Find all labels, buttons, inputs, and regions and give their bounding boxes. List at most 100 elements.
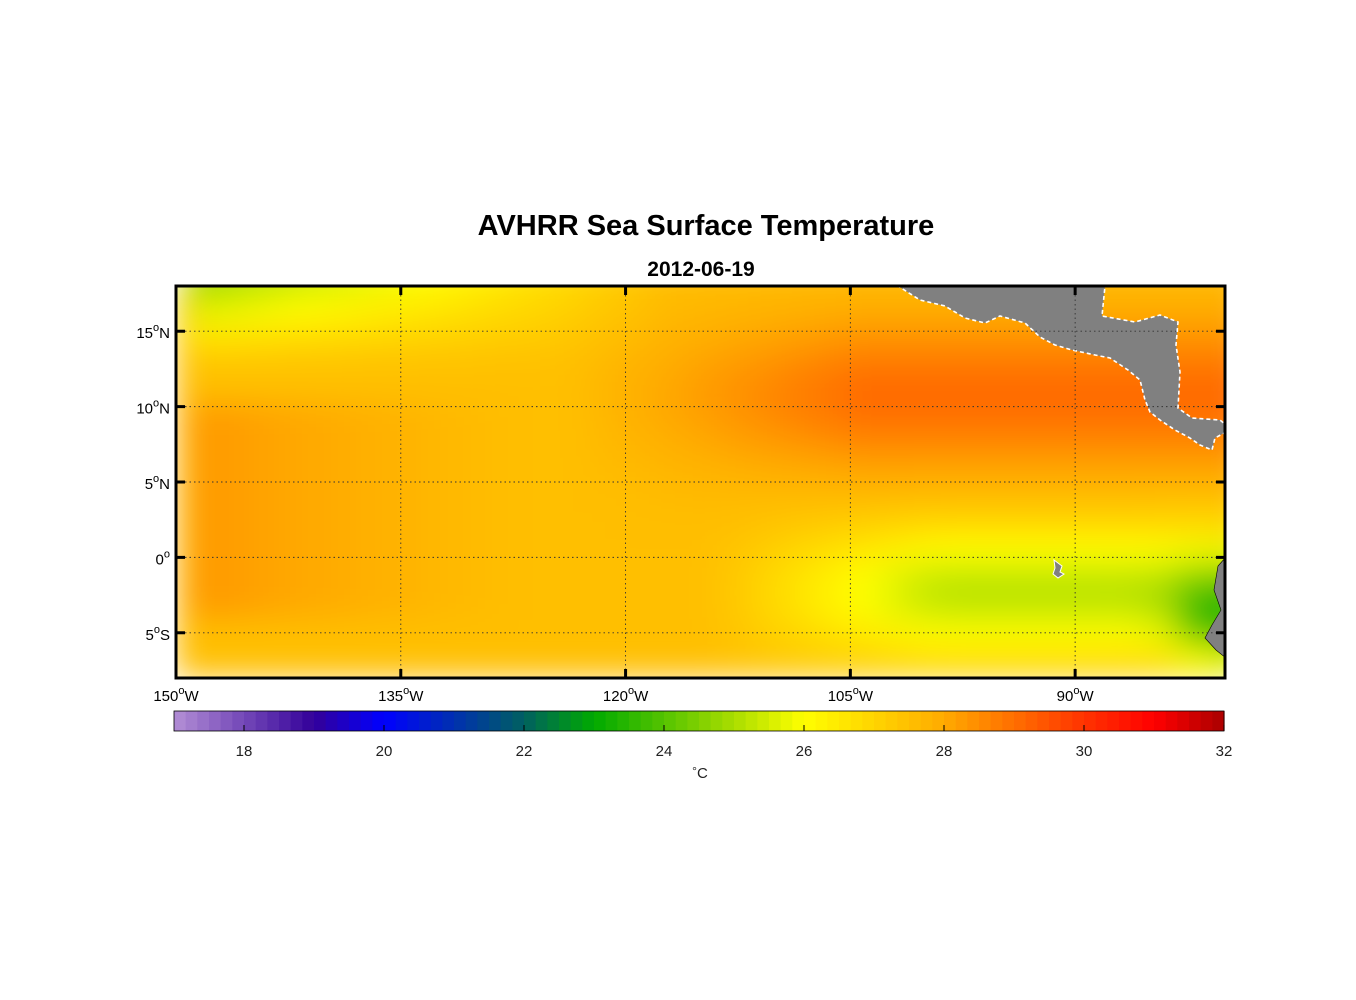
colorbar-segment <box>629 711 642 731</box>
colorbar-segment <box>559 711 572 731</box>
colorbar-segments <box>174 711 1225 731</box>
colorbar-segment <box>1025 711 1038 731</box>
colorbar-segment <box>874 711 887 731</box>
colorbar-segment <box>174 711 187 731</box>
colorbar-segment <box>489 711 502 731</box>
colorbar-segment <box>197 711 210 731</box>
colorbar-segment <box>232 711 245 731</box>
colorbar-segment <box>955 711 968 731</box>
colorbar-segment <box>1072 711 1085 731</box>
colorbar-segment <box>407 711 420 731</box>
colorbar-segment <box>267 711 280 731</box>
colorbar-tick-label: 30 <box>1076 743 1093 760</box>
colorbar-tick-label: 18 <box>236 743 253 760</box>
colorbar-segment <box>349 711 362 731</box>
colorbar-segment <box>664 711 677 731</box>
colorbar-segment <box>734 711 747 731</box>
colorbar-segment <box>909 711 922 731</box>
lon-label: 135oW <box>378 685 424 705</box>
colorbar-segment <box>1212 711 1225 731</box>
colorbar-segment <box>839 711 852 731</box>
colorbar-segment <box>524 711 537 731</box>
colorbar-segment <box>1142 711 1155 731</box>
colorbar-segment <box>897 711 910 731</box>
lat-label: 10oN <box>136 398 170 418</box>
colorbar-tick-label: 20 <box>376 743 393 760</box>
colorbar-segment <box>850 711 863 731</box>
colorbar-segment <box>500 711 513 731</box>
colorbar-segment <box>1049 711 1062 731</box>
colorbar-tick-label: 32 <box>1216 743 1233 760</box>
colorbar-segment <box>582 711 595 731</box>
colorbar-ticks: 18 20 22 24 26 28 30 32 <box>236 725 1233 760</box>
colorbar-segment <box>967 711 980 731</box>
colorbar-segment <box>990 711 1003 731</box>
colorbar-segment <box>1154 711 1167 731</box>
colorbar-segment <box>477 711 490 731</box>
colorbar-segment <box>384 711 397 731</box>
graticule <box>176 286 1225 678</box>
colorbar-segment <box>1095 711 1108 731</box>
map-ticks <box>174 286 1225 678</box>
colorbar-segment <box>430 711 443 731</box>
colorbar-tick-label: 26 <box>796 743 813 760</box>
colorbar-segment <box>1002 711 1015 731</box>
colorbar-segment <box>360 711 373 731</box>
colorbar-segment <box>337 711 350 731</box>
colorbar-segment <box>1037 711 1050 731</box>
colorbar-segment <box>279 711 292 731</box>
map-subtitle: 2012-06-19 <box>647 258 754 281</box>
colorbar-segment <box>722 711 735 731</box>
colorbar-tick-label: 24 <box>656 743 673 760</box>
colorbar: 18 20 22 24 26 28 30 32 °C <box>173 710 1233 782</box>
central-america-land <box>896 286 1225 452</box>
colorbar-segment <box>395 711 408 731</box>
colorbar-segment <box>687 711 700 731</box>
sst-map <box>176 286 1225 678</box>
colorbar-segment <box>594 711 607 731</box>
colorbar-segment <box>1119 711 1132 731</box>
colorbar-segment <box>209 711 222 731</box>
colorbar-segment <box>1177 711 1190 731</box>
colorbar-segment <box>547 711 560 731</box>
colorbar-segment <box>1130 711 1143 731</box>
colorbar-segment <box>1165 711 1178 731</box>
colorbar-segment <box>1014 711 1027 731</box>
colorbar-segment <box>255 711 268 731</box>
colorbar-segment <box>535 711 548 731</box>
colorbar-segment <box>1189 711 1202 731</box>
colorbar-segment <box>465 711 478 731</box>
map-title: AVHRR Sea Surface Temperature <box>478 210 935 242</box>
colorbar-segment <box>325 711 338 731</box>
axis-labels: 150oW 135oW 120oW 105oW 90oW 15oN 10oN 5oN 0o 5oS <box>136 322 1094 705</box>
colorbar-segment <box>862 711 875 731</box>
colorbar-segment <box>1107 711 1120 731</box>
colorbar-segment <box>372 711 385 731</box>
colorbar-segment <box>757 711 770 731</box>
colorbar-segment <box>979 711 992 731</box>
colorbar-segment <box>944 711 957 731</box>
lon-label: 150oW <box>153 685 199 705</box>
galapagos-island <box>1052 558 1065 579</box>
colorbar-segment <box>780 711 793 731</box>
lat-label: 5oS <box>146 624 170 644</box>
colorbar-segment <box>827 711 840 731</box>
colorbar-segment <box>792 711 805 731</box>
colorbar-segment <box>605 711 618 731</box>
temperature-field <box>176 286 1225 678</box>
lon-label: 105oW <box>828 685 874 705</box>
colorbar-segment <box>1084 711 1097 731</box>
colorbar-segment <box>699 711 712 731</box>
colorbar-tick-label: 28 <box>936 743 953 760</box>
lon-label: 120oW <box>603 685 649 705</box>
colorbar-segment <box>920 711 933 731</box>
colorbar-segment <box>244 711 257 731</box>
colorbar-frame <box>173 710 1225 732</box>
colorbar-segment <box>419 711 432 731</box>
colorbar-segment <box>570 711 583 731</box>
colorbar-segment <box>220 711 233 731</box>
colorbar-segment <box>1060 711 1073 731</box>
colorbar-unit: °C <box>692 764 708 782</box>
lat-label: 0o <box>156 548 170 568</box>
